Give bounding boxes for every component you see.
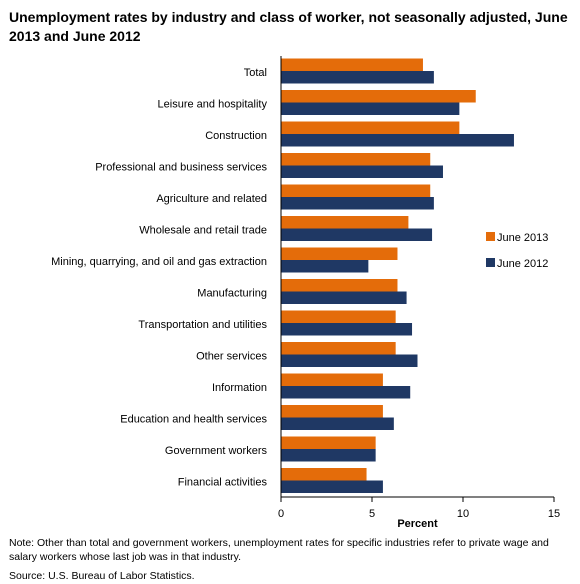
bar-leisure-and-hospitality-june-2013 xyxy=(281,90,476,103)
footnote: Note: Other than total and government wo… xyxy=(9,537,549,563)
bar-wholesale-and-retail-trade-june-2012 xyxy=(281,228,433,241)
category-label: Mining, quarrying, and oil and gas extra… xyxy=(51,256,267,268)
bar-professional-and-business-services-june-2013 xyxy=(281,153,431,166)
bar-wholesale-and-retail-trade-june-2013 xyxy=(281,216,409,229)
bar-manufacturing-june-2012 xyxy=(281,291,407,304)
legend-swatch xyxy=(486,232,495,241)
category-label: Wholesale and retail trade xyxy=(139,224,267,236)
source-note: Source: U.S. Bureau of Labor Statistics. xyxy=(9,570,195,582)
category-label: Agriculture and related xyxy=(156,193,267,205)
x-axis-ticks: 0 5 10 15 xyxy=(278,497,560,520)
bar-total-june-2012 xyxy=(281,71,434,84)
bar-information-june-2012 xyxy=(281,386,411,399)
x-tick-label: 0 xyxy=(278,508,284,520)
bar-financial-activities-june-2013 xyxy=(281,468,367,481)
category-label: Leisure and hospitality xyxy=(158,98,268,110)
bar-mining-quarrying-and-oil-and-gas-extraction-june-2012 xyxy=(281,260,369,273)
bar-other-services-june-2013 xyxy=(281,342,396,355)
x-axis-label: Percent xyxy=(397,518,438,530)
legend: June 2013 June 2012 xyxy=(486,232,548,270)
legend-label: June 2013 xyxy=(497,232,548,244)
x-tick-label: 15 xyxy=(548,508,560,520)
category-label: Education and health services xyxy=(120,413,267,425)
category-label: Other services xyxy=(196,350,267,362)
bar-agriculture-and-related-june-2012 xyxy=(281,197,434,210)
legend-label: June 2012 xyxy=(497,258,548,270)
x-tick-label: 5 xyxy=(369,508,375,520)
category-label: Information xyxy=(212,382,267,394)
bar-education-and-health-services-june-2012 xyxy=(281,417,394,430)
bar-leisure-and-hospitality-june-2012 xyxy=(281,102,460,115)
bar-construction-june-2012 xyxy=(281,134,514,147)
category-label: Transportation and utilities xyxy=(138,319,267,331)
legend-swatch xyxy=(486,258,495,267)
category-label: Financial activities xyxy=(178,476,268,488)
bar-government-workers-june-2013 xyxy=(281,436,376,449)
bar-information-june-2013 xyxy=(281,373,383,386)
bar-transportation-and-utilities-june-2012 xyxy=(281,323,413,336)
bar-total-june-2013 xyxy=(281,58,423,71)
bar-other-services-june-2012 xyxy=(281,354,418,367)
bar-professional-and-business-services-june-2012 xyxy=(281,165,443,178)
bar-transportation-and-utilities-june-2013 xyxy=(281,310,396,323)
bar-agriculture-and-related-june-2013 xyxy=(281,184,431,197)
category-label: Government workers xyxy=(165,445,268,457)
category-label: Manufacturing xyxy=(197,287,267,299)
bar-construction-june-2013 xyxy=(281,121,460,134)
bar-education-and-health-services-june-2013 xyxy=(281,405,383,418)
bar-government-workers-june-2012 xyxy=(281,449,376,462)
category-label: Total xyxy=(244,67,267,79)
bar-manufacturing-june-2013 xyxy=(281,279,398,292)
category-label: Construction xyxy=(205,130,267,142)
category-label: Professional and business services xyxy=(95,161,267,173)
x-tick-label: 10 xyxy=(457,508,469,520)
category-labels: Total Leisure and hospitality Construction… xyxy=(51,67,267,489)
bar-mining-quarrying-and-oil-and-gas-extraction-june-2013 xyxy=(281,247,398,260)
chart-title: Unemployment rates by industry and class… xyxy=(9,9,568,44)
bar-financial-activities-june-2012 xyxy=(281,480,383,493)
bars-group xyxy=(281,58,514,493)
